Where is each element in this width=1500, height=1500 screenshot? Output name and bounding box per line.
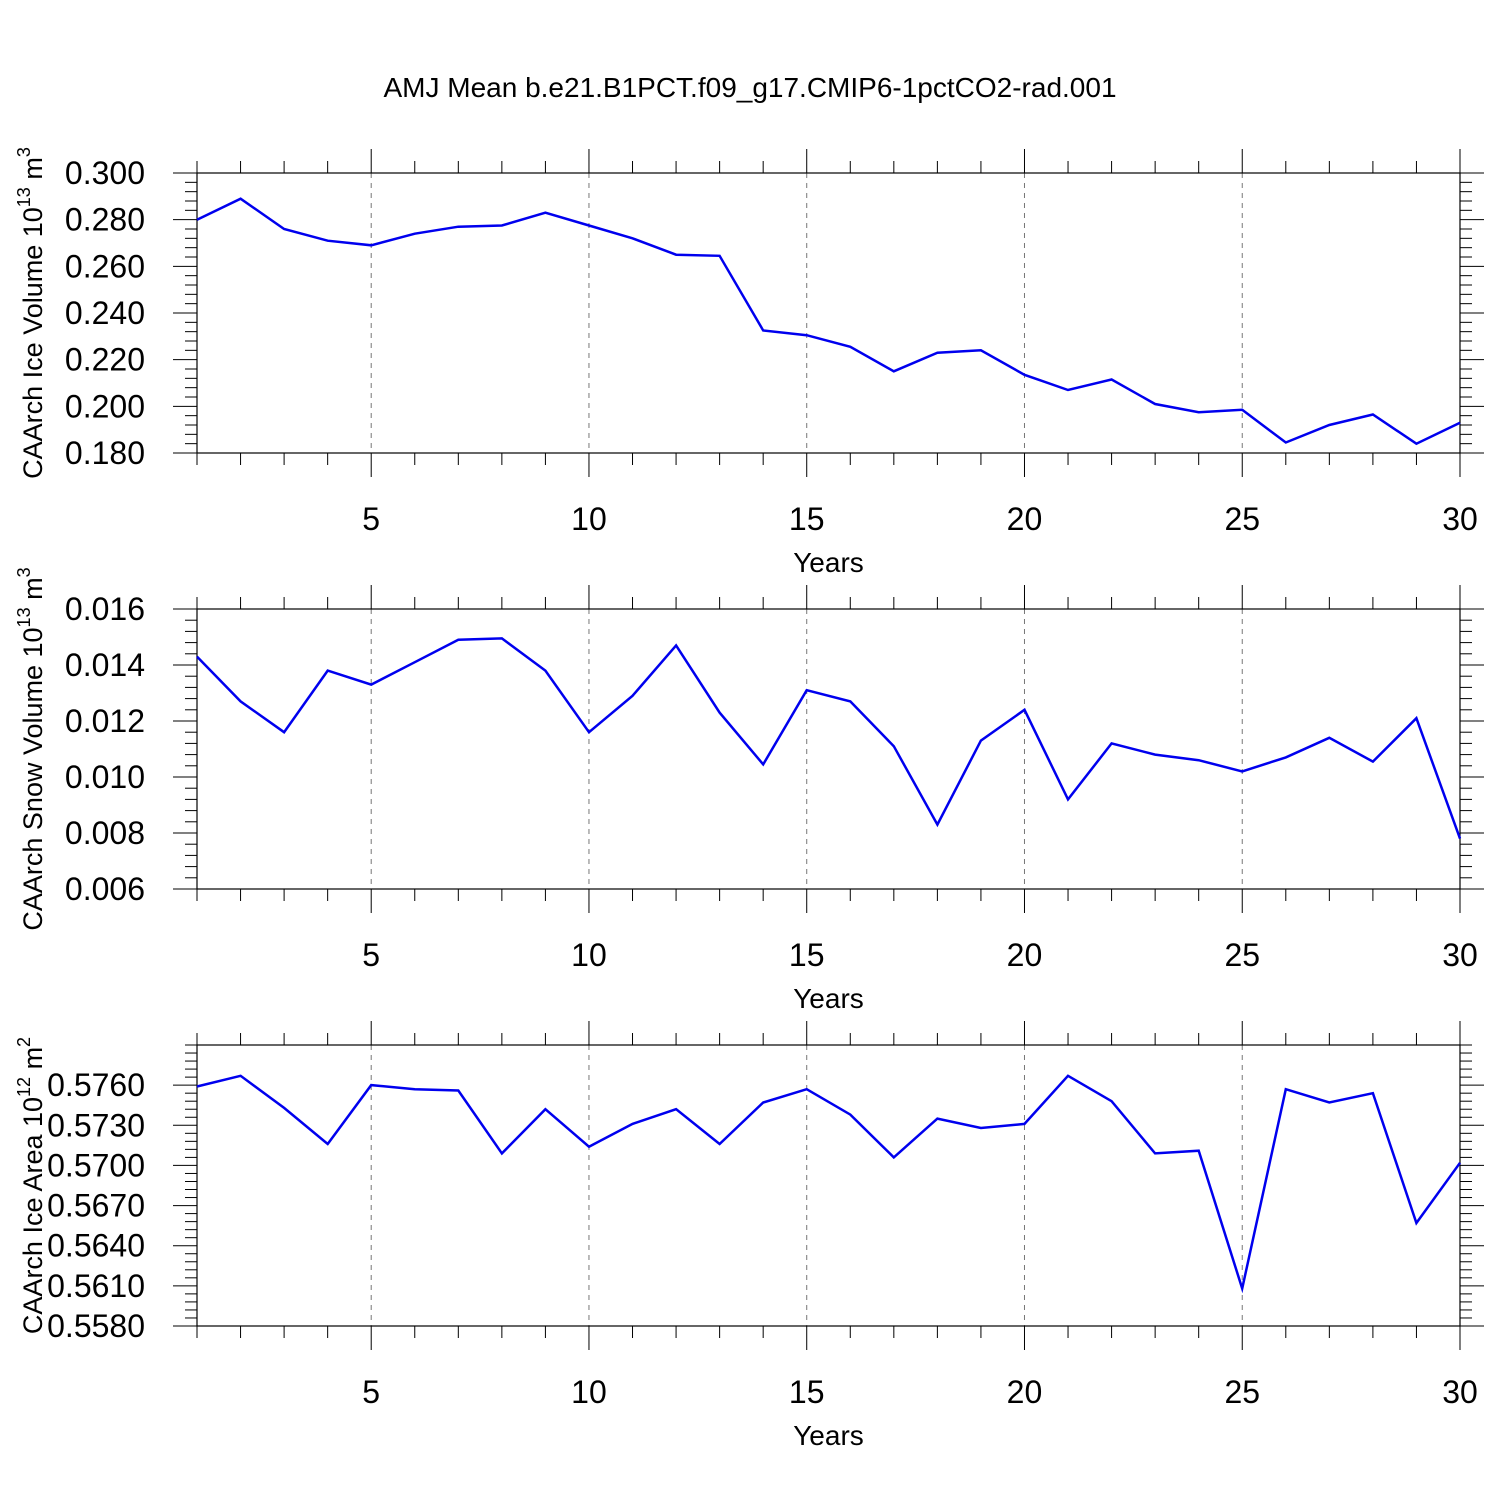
chart-panel-1: 0.180 0.200 0.220 0.240 0.260 0.280 0.300 5 10 15… bbox=[14, 147, 1484, 578]
y-tick-label: 0.300 bbox=[65, 155, 145, 191]
x-tick-label: 25 bbox=[1224, 937, 1260, 973]
x-tick-label: 20 bbox=[1007, 501, 1043, 537]
series-line bbox=[196, 637, 1462, 840]
y-tick-label: 0.5670 bbox=[47, 1188, 145, 1224]
plot-frame bbox=[196, 608, 1461, 890]
figure-title: AMJ Mean b.e21.B1PCT.f09_g17.CMIP6-1pctC… bbox=[383, 72, 1117, 103]
y-tick-label: 0.240 bbox=[65, 295, 145, 331]
y-axis-label: CAArch Ice Area 1012 m2 bbox=[14, 1037, 48, 1334]
y-tick-label: 0.006 bbox=[65, 871, 145, 907]
x-tick-label: 10 bbox=[571, 501, 607, 537]
x-tick-label: 10 bbox=[571, 937, 607, 973]
x-tick-label: 20 bbox=[1007, 1374, 1043, 1410]
chart-panel-3: 0.5580 0.5610 0.5640 0.5670 0.5700 0.5730 0.57… bbox=[14, 1021, 1484, 1451]
x-tick-label: 25 bbox=[1224, 501, 1260, 537]
y-tick-label: 0.200 bbox=[65, 388, 145, 424]
y-tick-label: 0.5760 bbox=[47, 1067, 145, 1103]
y-tick-label: 0.5610 bbox=[47, 1268, 145, 1304]
x-tick-label: 20 bbox=[1007, 937, 1043, 973]
x-tick-label: 5 bbox=[362, 1374, 380, 1410]
y-tick-label: 0.014 bbox=[65, 647, 145, 683]
x-axis-label: Years bbox=[793, 983, 864, 1014]
y-tick-label: 0.016 bbox=[65, 591, 145, 627]
x-tick-label: 30 bbox=[1442, 1374, 1478, 1410]
plot-frame bbox=[196, 1044, 1461, 1327]
y-tick-label: 0.5730 bbox=[47, 1107, 145, 1143]
y-tick-label: 0.008 bbox=[65, 815, 145, 851]
y-tick-label: 0.5580 bbox=[47, 1308, 145, 1344]
y-axis-label: CAArch Ice Volume 1013 m3 bbox=[14, 147, 48, 479]
y-axis-label: CAArch Snow Volume 1013 m3 bbox=[14, 567, 48, 930]
series-line bbox=[196, 1074, 1462, 1294]
x-tick-label: 30 bbox=[1442, 937, 1478, 973]
x-tick-label: 30 bbox=[1442, 501, 1478, 537]
x-axis-label: Years bbox=[793, 1420, 864, 1451]
x-tick-label: 15 bbox=[789, 1374, 825, 1410]
x-tick-label: 5 bbox=[362, 937, 380, 973]
y-tick-label: 0.5640 bbox=[47, 1228, 145, 1264]
y-tick-label: 0.010 bbox=[65, 759, 145, 795]
y-tick-label: 0.280 bbox=[65, 202, 145, 238]
y-tick-label: 0.260 bbox=[65, 248, 145, 284]
chart-panel-2: 0.006 0.008 0.010 0.012 0.014 0.016 5 10 15 20 25 3… bbox=[14, 567, 1484, 1014]
y-tick-label: 0.180 bbox=[65, 435, 145, 471]
x-tick-label: 15 bbox=[789, 501, 825, 537]
x-tick-label: 25 bbox=[1224, 1374, 1260, 1410]
y-tick-label: 0.5700 bbox=[47, 1147, 145, 1183]
y-tick-label: 0.012 bbox=[65, 703, 145, 739]
plot-frame bbox=[196, 172, 1461, 454]
series-line bbox=[196, 197, 1461, 446]
y-tick-label: 0.220 bbox=[65, 342, 145, 378]
x-tick-label: 15 bbox=[789, 937, 825, 973]
x-axis-label: Years bbox=[793, 547, 864, 578]
x-tick-label: 10 bbox=[571, 1374, 607, 1410]
x-tick-label: 5 bbox=[362, 501, 380, 537]
